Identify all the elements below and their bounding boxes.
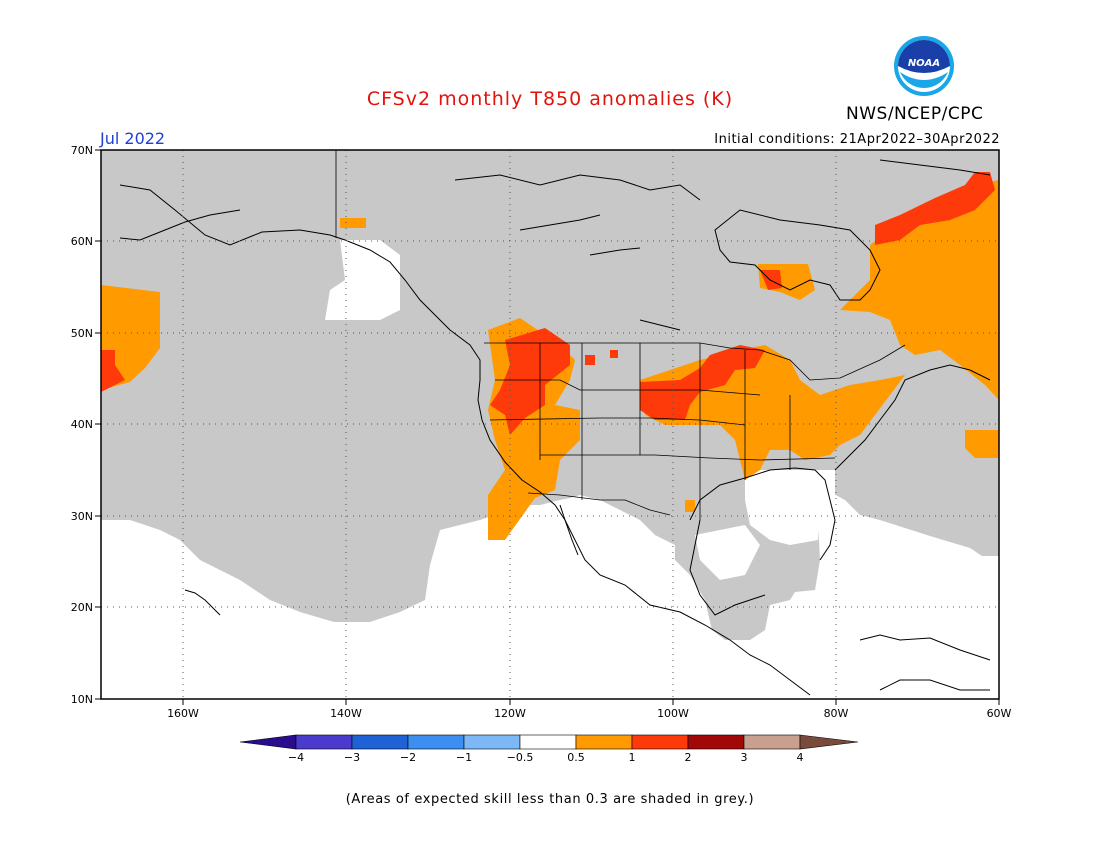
svg-text:NOAA: NOAA: [908, 58, 940, 69]
colorbar-swatch: [631, 734, 689, 750]
lat-label: 20N: [71, 601, 93, 614]
colorbar-max-arrow: [799, 734, 859, 750]
footer-note: (Areas of expected skill less than 0.3 a…: [345, 792, 755, 807]
colorbar-tick-label: 1: [629, 751, 636, 764]
gulf-white: [695, 525, 760, 580]
colorbar-swatch: [295, 734, 353, 750]
colorbar-min-arrow: [239, 734, 297, 750]
lat-label: 70N: [71, 144, 93, 157]
southeast-us-white: [745, 470, 835, 545]
lat-label: 60N: [71, 235, 93, 248]
colorbar-tick-label: 4: [797, 751, 804, 764]
figure-title: CFSv2 monthly T850 anomalies (K): [366, 88, 734, 110]
colorbar-swatch: [575, 734, 633, 750]
colorbar-swatch: [687, 734, 745, 750]
initial-conditions-label: Initial conditions: 21Apr2022–30Apr2022: [714, 132, 1000, 147]
colorbar-tick-label: −4: [288, 751, 304, 764]
colorbar-tick-label: 2: [685, 751, 692, 764]
colorbar-swatch: [743, 734, 801, 750]
political-borders: [335, 150, 906, 520]
lat-label: 30N: [71, 510, 93, 523]
lon-label: 160W: [167, 707, 199, 720]
coastlines: [119, 159, 991, 696]
colorbar-swatch: [519, 734, 577, 750]
colorbar-tick-label: −0.5: [507, 751, 534, 764]
colorbar-tick-label: 3: [741, 751, 748, 764]
lon-label: 100W: [657, 707, 689, 720]
colorbar-tick-label: −3: [344, 751, 360, 764]
colorbar-tick-label: −1: [456, 751, 472, 764]
lon-label: 80W: [824, 707, 849, 720]
axis-ticks: [95, 149, 1000, 705]
lon-label: 140W: [330, 707, 362, 720]
lat-label: 40N: [71, 418, 93, 431]
colorbar-swatch: [407, 734, 465, 750]
colorbar-swatch: [351, 734, 409, 750]
colorbar-tick-label: −2: [400, 751, 416, 764]
colorbar-tick-label: 0.5: [567, 751, 585, 764]
mexico-white: [560, 500, 700, 625]
lat-label: 10N: [71, 693, 93, 706]
alaska-panhandle-white: [325, 240, 400, 320]
lon-label: 120W: [494, 707, 526, 720]
organization-label: NWS/NCEP/CPC: [846, 104, 984, 124]
lat-label: 50N: [71, 327, 93, 340]
colorbar-swatch: [463, 734, 521, 750]
lon-label: 60W: [987, 707, 1012, 720]
noaa-logo-icon: NOAA: [894, 36, 954, 96]
valid-month-label: Jul 2022: [100, 129, 166, 148]
